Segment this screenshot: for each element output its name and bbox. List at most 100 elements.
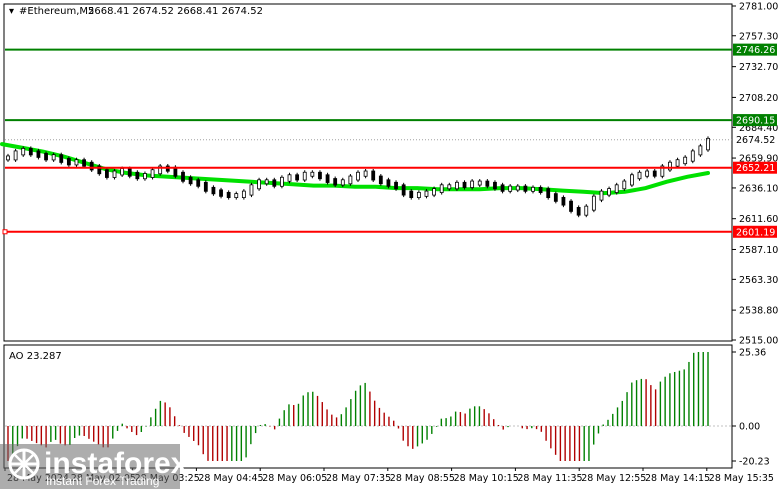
price-bar	[584, 205, 589, 216]
price-bar	[196, 179, 201, 187]
price-bar	[470, 180, 475, 188]
level-tag-label: 2601.19	[736, 227, 775, 238]
price-bar	[348, 175, 353, 185]
moving-average-line	[0, 142, 710, 196]
price-bar	[698, 145, 703, 156]
price-bar	[59, 154, 64, 163]
price-bar	[340, 179, 345, 186]
price-bar	[150, 169, 155, 178]
price-bar	[318, 171, 322, 180]
price-tick-label: 2538.80	[739, 306, 778, 317]
time-tick-label: 28 May 10:15	[454, 473, 519, 484]
price-bar	[120, 168, 125, 176]
price-tick-label: 2781.00	[739, 2, 778, 13]
current-price-label: 2674.52	[736, 135, 775, 146]
price-bar	[127, 168, 132, 177]
price-bar	[538, 186, 543, 193]
price-bar	[607, 188, 611, 196]
time-tick-label: 28 May 07:35	[326, 473, 391, 484]
price-bar	[515, 185, 520, 191]
price-bar	[264, 179, 269, 185]
time-tick-label: 28 May 06:05	[262, 473, 327, 484]
price-bar	[432, 188, 436, 196]
price-bar	[249, 184, 254, 196]
price-bar	[401, 184, 406, 196]
price-bar	[287, 174, 292, 182]
price-bar	[257, 179, 261, 190]
ao-title: AO 23.287	[9, 351, 62, 362]
symbol-timeframe: #Ethereum,M5	[19, 6, 94, 17]
price-tick-label: 2611.60	[739, 214, 778, 225]
price-bar	[310, 171, 315, 177]
price-bar	[493, 181, 497, 190]
price-bar	[591, 195, 596, 211]
price-bar	[637, 171, 642, 180]
level-anchor-handle[interactable]	[2, 229, 8, 235]
time-tick-label: 28 May 15:35	[709, 473, 774, 484]
price-bar	[645, 170, 650, 177]
price-bar	[424, 190, 429, 197]
price-bar	[553, 193, 558, 202]
price-tick-label: 2636.10	[739, 183, 778, 194]
price-bar	[333, 178, 338, 186]
price-bar	[652, 170, 657, 177]
price-axis: 2781.00 2757.30 2732.70 2708.20 2684.40 2659.…	[732, 2, 778, 347]
price-bar	[675, 159, 680, 167]
time-tick-label: 28 May 14:15	[645, 473, 710, 484]
price-bar	[371, 170, 376, 181]
price-bar	[158, 165, 163, 175]
price-bar	[561, 196, 566, 206]
price-tick-label: 2563.30	[739, 275, 778, 286]
price-bar	[203, 181, 208, 192]
price-tick-label: 2757.30	[739, 31, 778, 42]
price-bar	[706, 137, 710, 151]
level-tag-label: 2746.26	[736, 45, 775, 56]
price-tick-label: 2659.90	[739, 154, 778, 165]
ao-histogram	[7, 352, 709, 461]
level-lines	[2, 48, 732, 235]
price-bars	[6, 136, 710, 218]
watermark-brand: instaforex	[44, 447, 188, 480]
level-tag-background	[733, 43, 777, 56]
ao-tick-label: -20.23	[739, 457, 770, 468]
price-bar	[386, 179, 391, 187]
price-bar	[295, 174, 300, 181]
level-tag-label: 2690.15	[736, 116, 775, 127]
ao-tick-label: 25.36	[739, 348, 766, 359]
price-bar	[280, 176, 284, 187]
price-bar	[409, 190, 414, 199]
price-bar	[302, 171, 307, 181]
price-bar	[394, 181, 398, 190]
price-bar	[181, 171, 185, 182]
price-bar	[447, 184, 452, 190]
price-bar	[378, 175, 383, 185]
price-bar	[660, 165, 665, 177]
price-tick-label: 2684.40	[739, 123, 778, 134]
price-bar	[44, 153, 48, 161]
price-bar	[241, 190, 246, 199]
ao-tick-label: 0.00	[739, 422, 760, 433]
price-bar	[226, 191, 231, 199]
price-bar	[523, 185, 528, 192]
price-bar	[36, 150, 41, 158]
time-tick-label: 28 May 04:45	[198, 473, 263, 484]
price-bar	[439, 184, 444, 193]
time-tick-label: 28 May 08:55	[390, 473, 455, 484]
time-tick-label: 28 May 12:55	[581, 473, 646, 484]
price-bar	[105, 169, 109, 178]
price-bar	[211, 186, 216, 195]
ohlc-readout: 2668.41 2674.52 2668.41 2674.52	[88, 6, 263, 17]
level-tag-background	[733, 114, 777, 127]
price-bar	[74, 159, 79, 166]
level-tag-label: 2652.21	[736, 163, 775, 174]
price-tick-label: 2587.10	[739, 245, 778, 256]
price-bar	[462, 181, 467, 188]
price-tick-label: 2515.00	[739, 336, 778, 347]
price-bar	[325, 174, 330, 183]
price-bar	[576, 207, 581, 216]
price-tick-label: 2708.20	[739, 93, 778, 104]
price-bar	[82, 159, 86, 167]
level-tag-background	[733, 225, 777, 238]
chart-menu-arrow[interactable]: ▾	[9, 6, 14, 17]
